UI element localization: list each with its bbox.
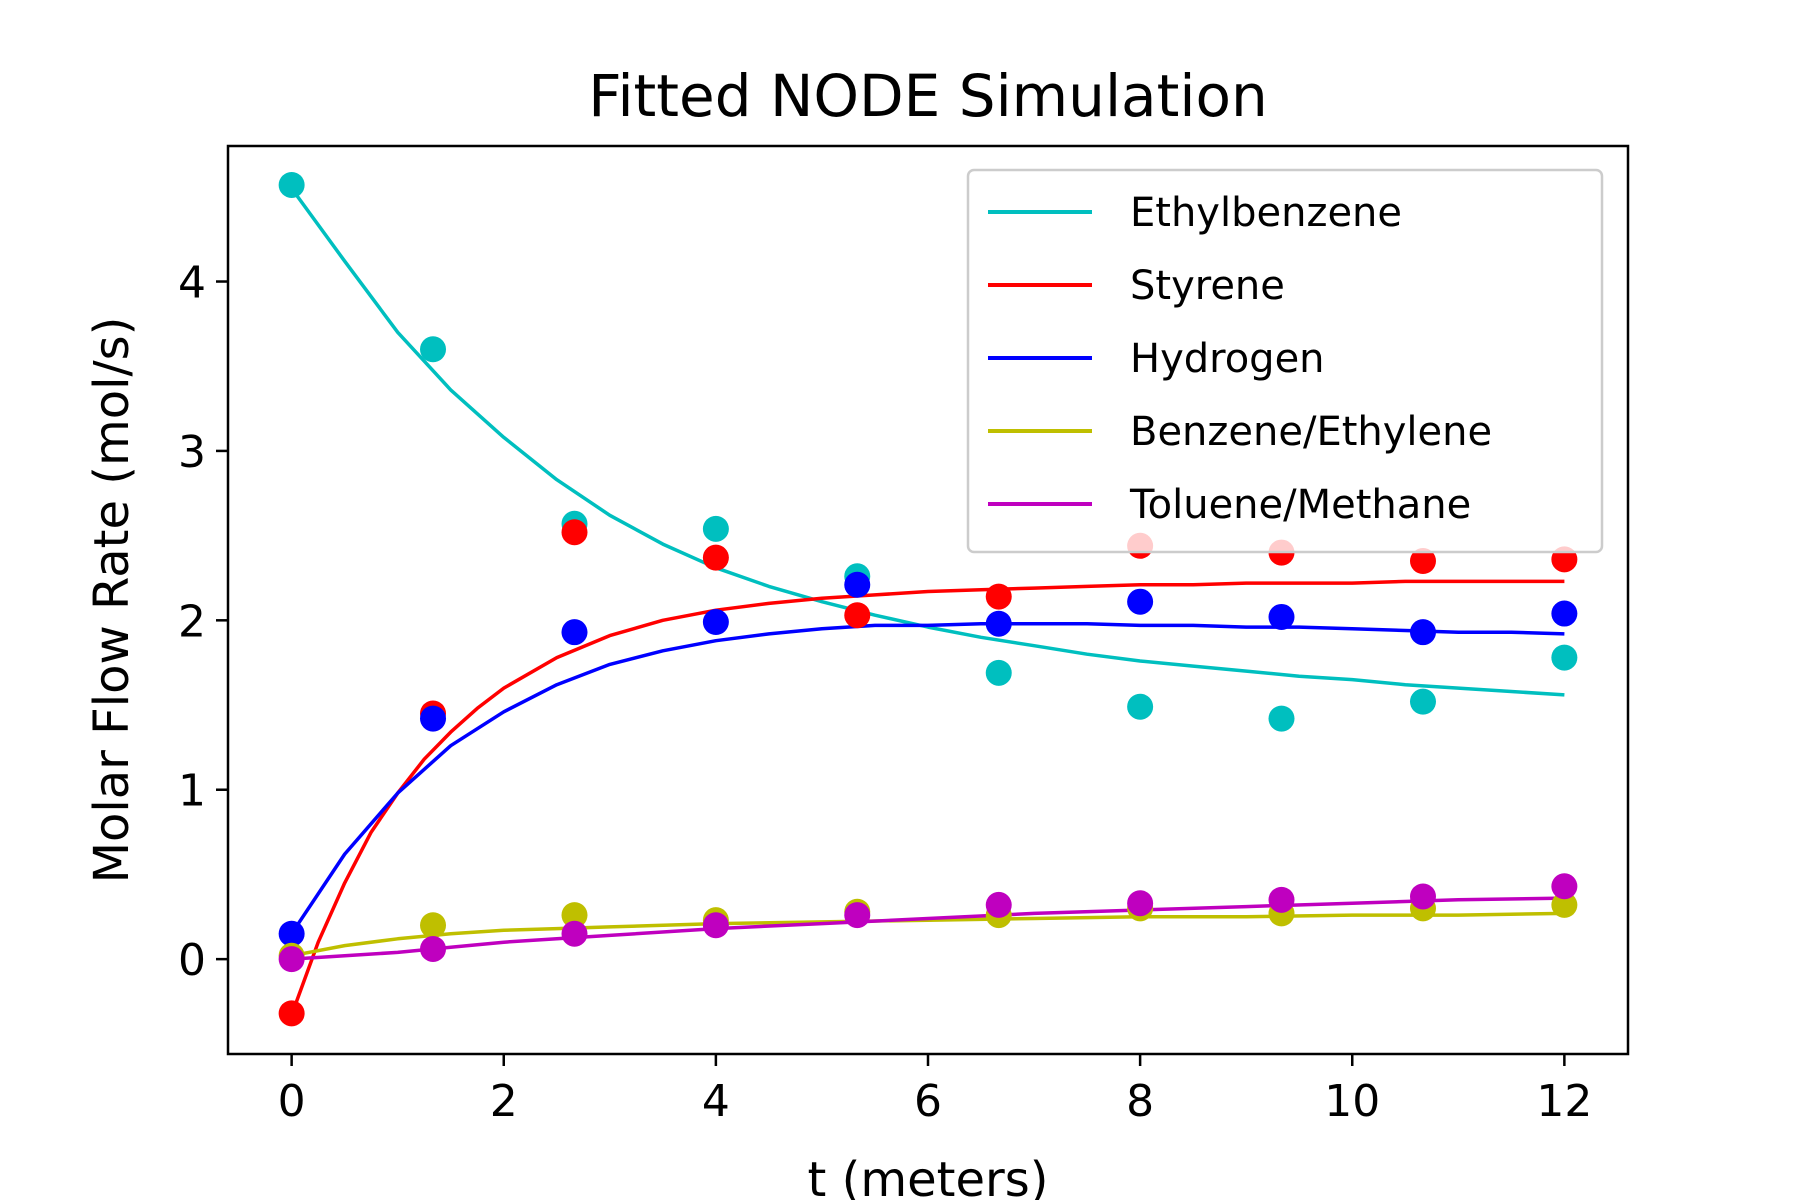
data-point-toluene-methane xyxy=(1268,886,1295,913)
data-point-ethylbenzene xyxy=(1551,644,1578,671)
y-axis: 0 1 2 3 4 xyxy=(178,258,228,986)
data-point-hydrogen xyxy=(702,609,729,636)
x-axis-label: t (meters) xyxy=(808,1152,1049,1200)
data-point-ethylbenzene xyxy=(1409,688,1436,715)
x-tick-label: 8 xyxy=(1126,1076,1154,1127)
data-point-toluene-methane xyxy=(985,891,1012,918)
y-tick-label: 3 xyxy=(178,427,206,478)
legend-box xyxy=(966,168,1604,554)
data-point-ethylbenzene xyxy=(985,659,1012,686)
data-point-styrene xyxy=(844,602,871,629)
x-tick-label: 12 xyxy=(1536,1076,1592,1127)
legend-label: Styrene xyxy=(1130,263,1285,309)
x-tick-label: 4 xyxy=(702,1076,730,1127)
data-point-hydrogen xyxy=(1127,588,1154,615)
data-point-benzene-ethylene xyxy=(420,912,447,939)
data-point-toluene-methane xyxy=(1409,883,1436,910)
legend-label: Benzene/Ethylene xyxy=(1130,409,1492,455)
data-point-toluene-methane xyxy=(561,920,588,947)
data-point-hydrogen xyxy=(278,920,305,947)
fit-line-benzene-ethylene xyxy=(291,911,1565,958)
data-point-toluene-methane xyxy=(844,902,871,929)
data-point-hydrogen xyxy=(1409,619,1436,646)
data-point-toluene-methane xyxy=(702,912,729,939)
data-point-toluene-methane xyxy=(1127,890,1154,917)
data-point-hydrogen xyxy=(844,571,871,598)
data-point-hydrogen xyxy=(985,610,1012,637)
fit-line-styrene xyxy=(289,579,1565,1016)
data-point-ethylbenzene xyxy=(278,171,305,198)
x-tick-label: 10 xyxy=(1324,1076,1380,1127)
data-point-ethylbenzene xyxy=(420,336,447,363)
data-point-benzene-ethylene xyxy=(561,902,588,929)
data-point-hydrogen xyxy=(561,619,588,646)
data-point-hydrogen xyxy=(1551,600,1578,627)
data-point-styrene xyxy=(985,583,1012,610)
data-point-benzene-ethylene xyxy=(1551,891,1578,918)
x-tick-label: 6 xyxy=(914,1076,942,1127)
y-tick-label: 1 xyxy=(178,766,206,817)
data-point-styrene xyxy=(561,519,588,546)
data-point-toluene-methane xyxy=(1551,873,1578,900)
data-point-toluene-methane xyxy=(420,935,447,962)
data-point-ethylbenzene xyxy=(1268,705,1295,732)
x-tick-label: 2 xyxy=(490,1076,518,1127)
legend-label: Ethylbenzene xyxy=(1130,190,1402,236)
fit-line-toluene-methane xyxy=(291,896,1565,961)
chart-title: Fitted NODE Simulation xyxy=(588,62,1267,130)
data-point-hydrogen xyxy=(1268,603,1295,630)
y-axis-label: Molar Flow Rate (mol/s) xyxy=(84,317,140,884)
x-tick-label: 0 xyxy=(278,1076,306,1127)
data-point-toluene-methane xyxy=(278,946,305,973)
x-axis: 0 2 4 6 8 10 12 xyxy=(278,1054,1592,1127)
data-point-hydrogen xyxy=(420,705,447,732)
data-point-styrene xyxy=(1409,548,1436,575)
legend-label: Hydrogen xyxy=(1130,336,1325,382)
y-tick-label: 4 xyxy=(178,258,206,309)
y-tick-label: 0 xyxy=(178,935,206,986)
plot-area xyxy=(278,171,1578,1027)
y-tick-label: 2 xyxy=(178,596,206,647)
data-point-ethylbenzene xyxy=(702,515,729,542)
data-point-styrene xyxy=(278,1000,305,1027)
legend: Ethylbenzene Styrene Hydrogen Benzene/Ethyl… xyxy=(966,168,1604,554)
data-point-styrene xyxy=(702,544,729,571)
fit-line-hydrogen xyxy=(290,621,1565,935)
legend-label: Toluene/Methane xyxy=(1129,482,1471,528)
data-point-ethylbenzene xyxy=(1127,693,1154,720)
